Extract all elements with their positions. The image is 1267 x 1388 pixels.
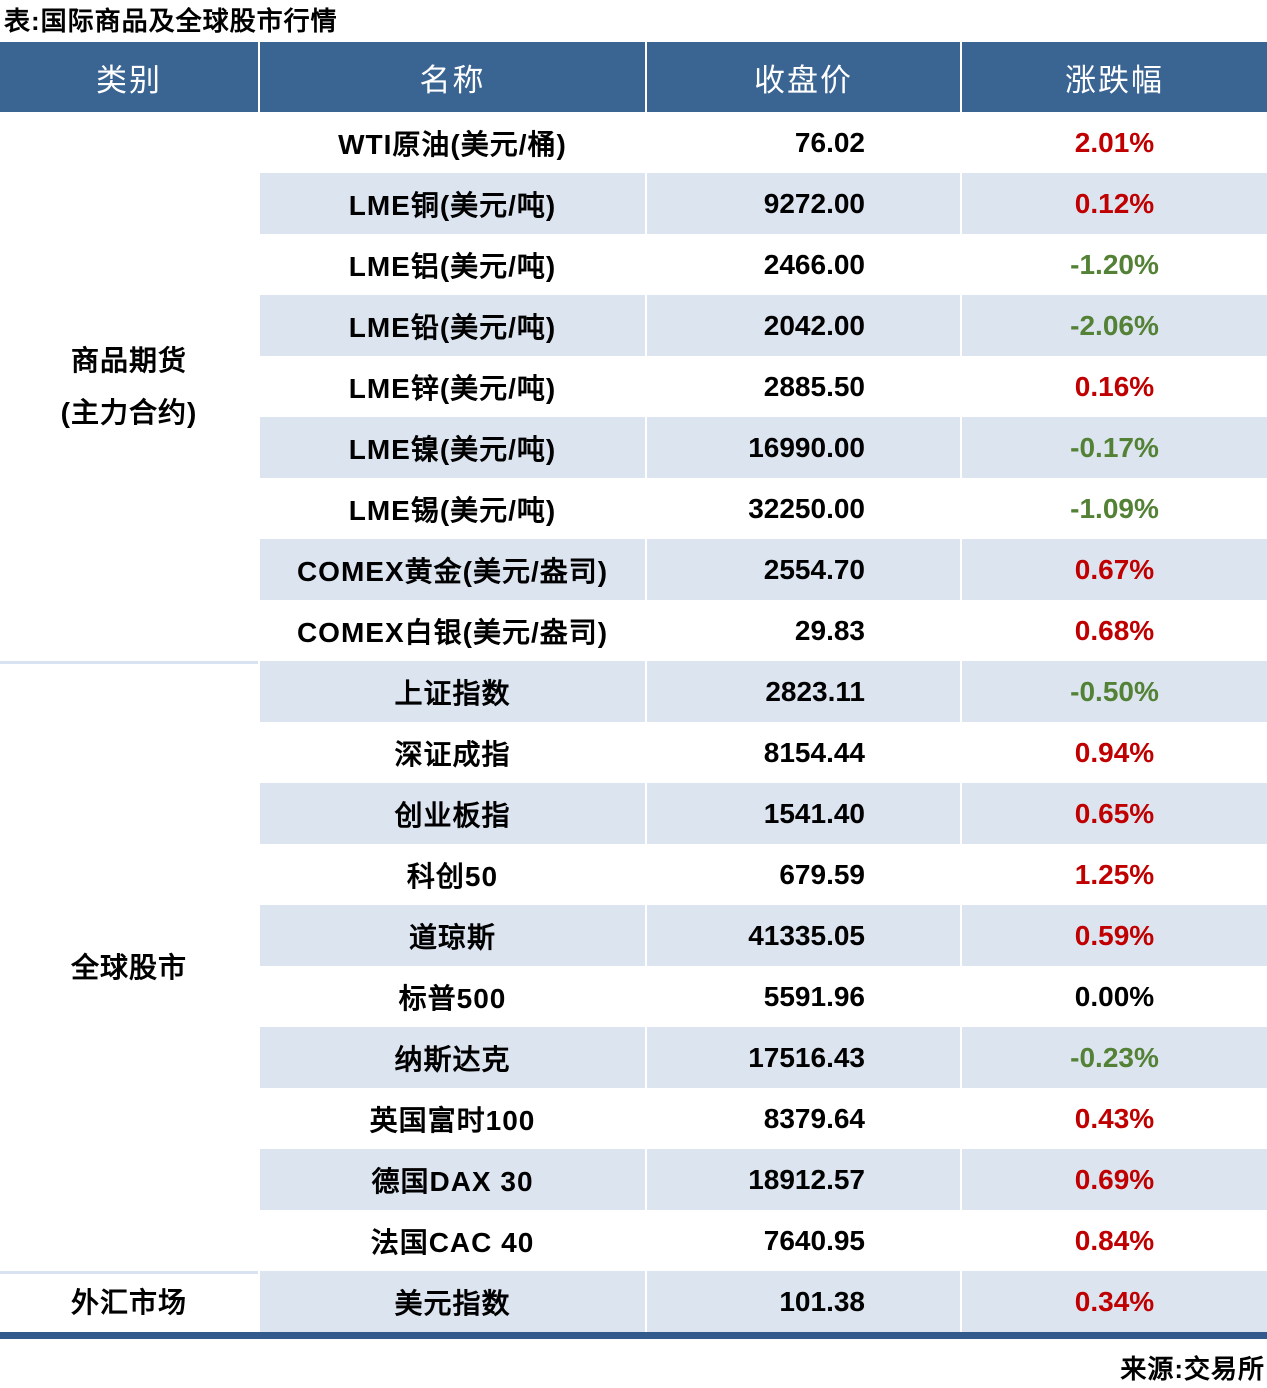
table-row: 创业板指 1541.40 0.65% (0, 783, 1267, 844)
instrument-name-cell: LME锡(美元/吨) (258, 478, 645, 539)
close-price-cell: 16990.00 (645, 417, 960, 478)
category-cell: 外汇市场 (0, 1271, 258, 1332)
header-close-price: 收盘价 (645, 42, 960, 112)
table-header: 类别 名称 收盘价 涨跌幅 (0, 42, 1267, 112)
table-row: 德国DAX 30 18912.57 0.69% (0, 1149, 1267, 1210)
table-row: 深证成指 8154.44 0.94% (0, 722, 1267, 783)
table-row: LME铅(美元/吨) 2042.00 -2.06% (0, 295, 1267, 356)
table-row: 科创50 679.59 1.25% (0, 844, 1267, 905)
change-percent-cell: 0.16% (960, 356, 1267, 417)
instrument-name-cell: COMEX白银(美元/盎司) (258, 600, 645, 661)
change-percent-cell: 0.34% (960, 1271, 1267, 1332)
change-percent-cell: 0.69% (960, 1149, 1267, 1210)
category-cell: 全球股市 (0, 661, 258, 1271)
close-price-cell: 8154.44 (645, 722, 960, 783)
close-price-cell: 17516.43 (645, 1027, 960, 1088)
change-percent-cell: 0.84% (960, 1210, 1267, 1271)
table-row: LME锌(美元/吨) 2885.50 0.16% (0, 356, 1267, 417)
close-price-cell: 1541.40 (645, 783, 960, 844)
instrument-name-cell: 纳斯达克 (258, 1027, 645, 1088)
close-price-cell: 7640.95 (645, 1210, 960, 1271)
table-row: COMEX黄金(美元/盎司) 2554.70 0.67% (0, 539, 1267, 600)
close-price-cell: 2823.11 (645, 661, 960, 722)
market-table: 类别 名称 收盘价 涨跌幅 商品期货 (主力合约) WTI原油(美元/桶) 76.02… (0, 42, 1267, 1339)
table-row: 纳斯达克 17516.43 -0.23% (0, 1027, 1267, 1088)
close-price-cell: 32250.00 (645, 478, 960, 539)
instrument-name-cell: 上证指数 (258, 661, 645, 722)
change-percent-cell: 0.65% (960, 783, 1267, 844)
change-percent-cell: 0.94% (960, 722, 1267, 783)
category-label: 商品期货 (70, 344, 187, 376)
close-price-cell: 5591.96 (645, 966, 960, 1027)
change-percent-cell: -0.17% (960, 417, 1267, 478)
instrument-name-cell: 科创50 (258, 844, 645, 905)
instrument-name-cell: 德国DAX 30 (258, 1149, 645, 1210)
header-name: 名称 (258, 42, 645, 112)
close-price-cell: 2554.70 (645, 539, 960, 600)
table-row: LME锡(美元/吨) 32250.00 -1.09% (0, 478, 1267, 539)
change-percent-cell: 0.12% (960, 173, 1267, 234)
header-category: 类别 (0, 42, 258, 112)
instrument-name-cell: 美元指数 (258, 1271, 645, 1332)
instrument-name-cell: 道琼斯 (258, 905, 645, 966)
table-body: 商品期货 (主力合约) WTI原油(美元/桶) 76.02 2.01% LME铜(美元/吨… (0, 112, 1267, 1332)
change-percent-cell: 0.67% (960, 539, 1267, 600)
table-row: 法国CAC 40 7640.95 0.84% (0, 1210, 1267, 1271)
instrument-name-cell: 法国CAC 40 (258, 1210, 645, 1271)
change-percent-cell: -1.09% (960, 478, 1267, 539)
table-row: 外汇市场 美元指数 101.38 0.34% (0, 1271, 1267, 1332)
change-percent-cell: 0.68% (960, 600, 1267, 661)
close-price-cell: 2042.00 (645, 295, 960, 356)
close-price-cell: 18912.57 (645, 1149, 960, 1210)
change-percent-cell: -0.23% (960, 1027, 1267, 1088)
close-price-cell: 2885.50 (645, 356, 960, 417)
close-price-cell: 2466.00 (645, 234, 960, 295)
table-row: 英国富时100 8379.64 0.43% (0, 1088, 1267, 1149)
category-label: (主力合约) (60, 396, 198, 428)
change-percent-cell: 0.59% (960, 905, 1267, 966)
change-percent-cell: 2.01% (960, 112, 1267, 173)
close-price-cell: 41335.05 (645, 905, 960, 966)
table-row: LME铝(美元/吨) 2466.00 -1.20% (0, 234, 1267, 295)
close-price-cell: 679.59 (645, 844, 960, 905)
change-percent-cell: -0.50% (960, 661, 1267, 722)
instrument-name-cell: 创业板指 (258, 783, 645, 844)
instrument-name-cell: WTI原油(美元/桶) (258, 112, 645, 173)
instrument-name-cell: LME铅(美元/吨) (258, 295, 645, 356)
change-percent-cell: 0.43% (960, 1088, 1267, 1149)
table-row: LME镍(美元/吨) 16990.00 -0.17% (0, 417, 1267, 478)
table-row: 道琼斯 41335.05 0.59% (0, 905, 1267, 966)
instrument-name-cell: LME铜(美元/吨) (258, 173, 645, 234)
instrument-name-cell: LME铝(美元/吨) (258, 234, 645, 295)
close-price-cell: 9272.00 (645, 173, 960, 234)
change-percent-cell: -2.06% (960, 295, 1267, 356)
instrument-name-cell: LME锌(美元/吨) (258, 356, 645, 417)
category-cell: 商品期货 (主力合约) (0, 112, 258, 661)
change-percent-cell: 0.00% (960, 966, 1267, 1027)
header-change-percent: 涨跌幅 (960, 42, 1267, 112)
close-price-cell: 76.02 (645, 112, 960, 173)
change-percent-cell: 1.25% (960, 844, 1267, 905)
close-price-cell: 8379.64 (645, 1088, 960, 1149)
instrument-name-cell: 深证成指 (258, 722, 645, 783)
close-price-cell: 101.38 (645, 1271, 960, 1332)
table-row: 标普500 5591.96 0.00% (0, 966, 1267, 1027)
close-price-cell: 29.83 (645, 600, 960, 661)
instrument-name-cell: COMEX黄金(美元/盎司) (258, 539, 645, 600)
category-label: 全球股市 (70, 951, 187, 983)
instrument-name-cell: LME镍(美元/吨) (258, 417, 645, 478)
table-row: LME铜(美元/吨) 9272.00 0.12% (0, 173, 1267, 234)
change-percent-cell: -1.20% (960, 234, 1267, 295)
instrument-name-cell: 标普500 (258, 966, 645, 1027)
instrument-name-cell: 英国富时100 (258, 1088, 645, 1149)
table-title: 表:国际商品及全球股市行情 (4, 6, 338, 36)
table-row: COMEX白银(美元/盎司) 29.83 0.68% (0, 600, 1267, 661)
table-row: 商品期货 (主力合约) WTI原油(美元/桶) 76.02 2.01% (0, 112, 1267, 661)
category-label: 外汇市场 (70, 1287, 187, 1318)
source-note: 来源:交易所 (1120, 1354, 1265, 1384)
table-row: 全球股市 上证指数 2823.11 -0.50% (0, 661, 1267, 1271)
